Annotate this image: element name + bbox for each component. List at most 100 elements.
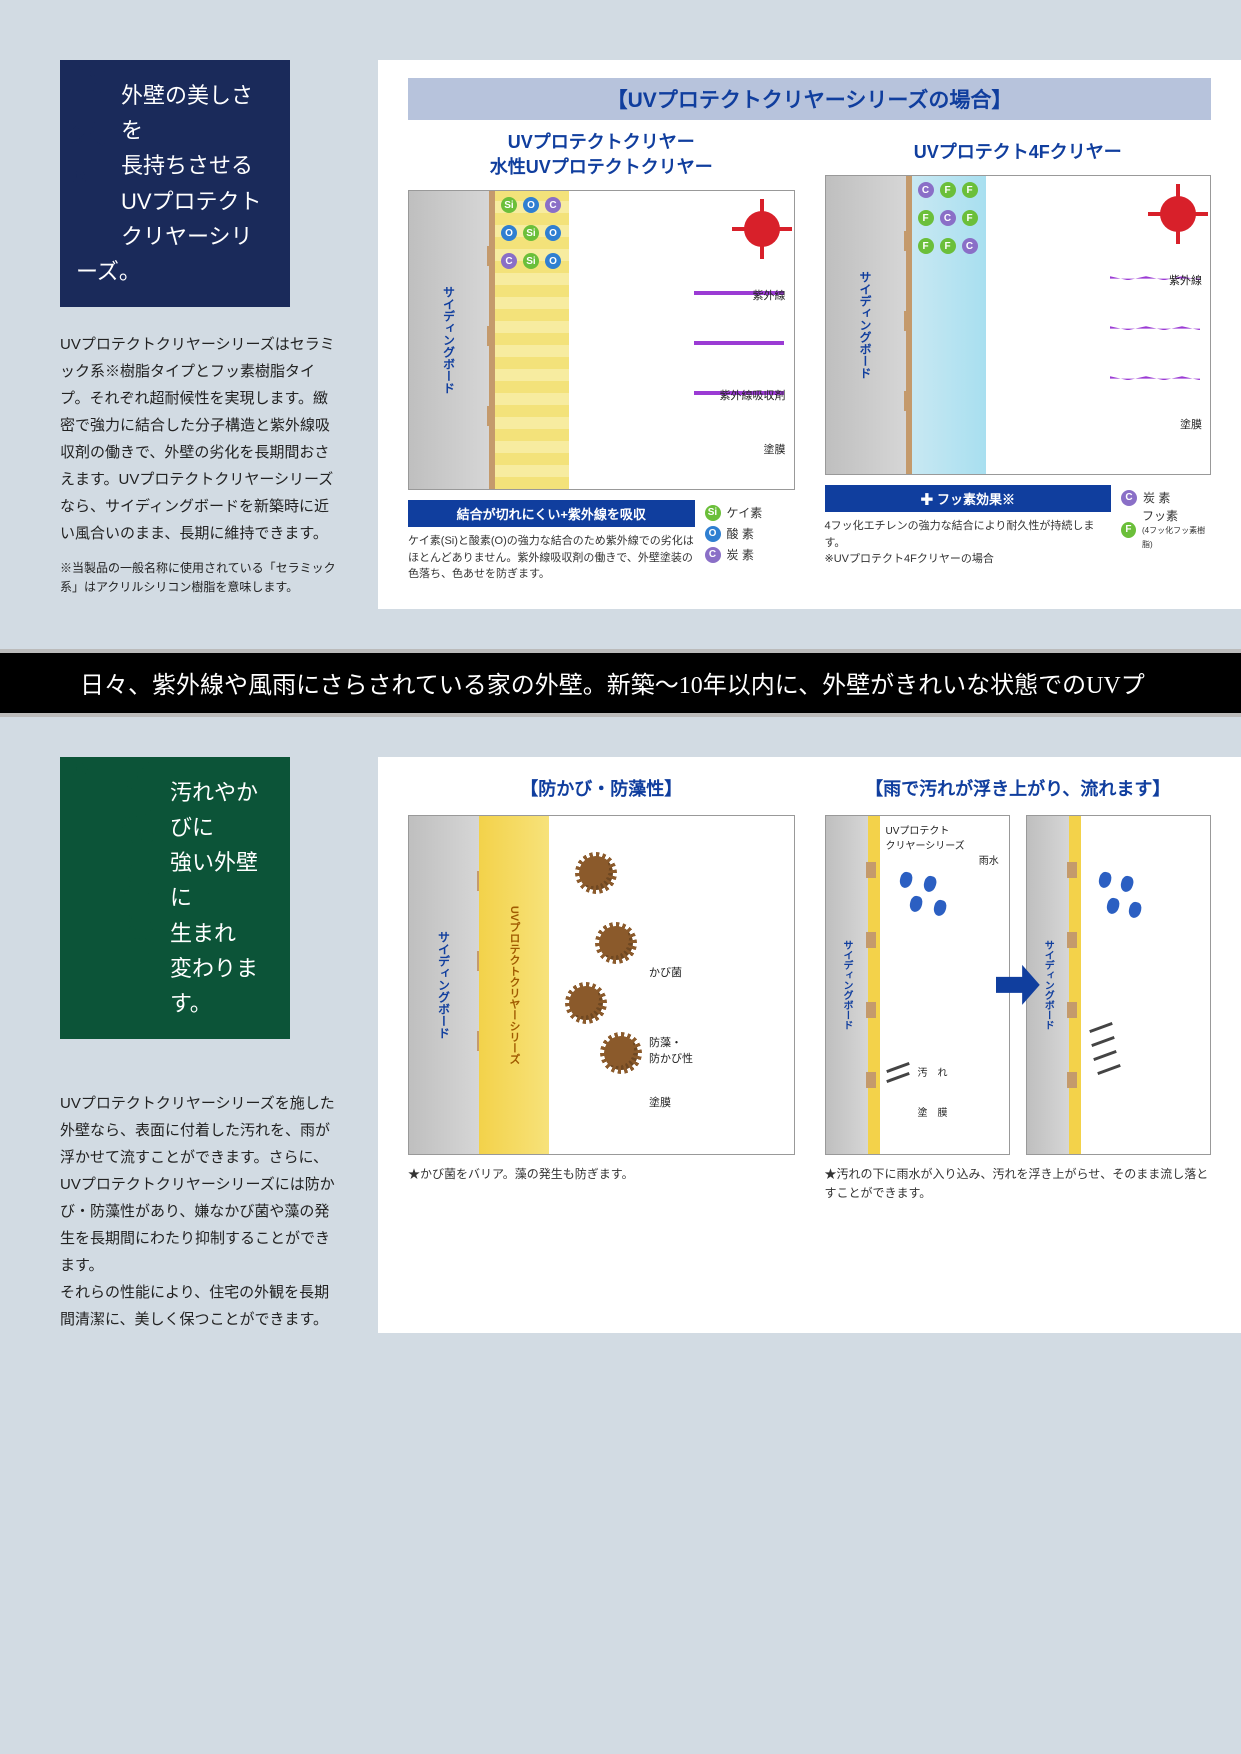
annot-rain: 雨水 xyxy=(979,852,999,867)
legend-b: C 炭 素 F フッ素 (4フッ化フッ素樹脂) xyxy=(1121,485,1211,568)
dirt-icon xyxy=(886,1062,910,1073)
diagram-a-box: サイディングボード Si O C O Si O C xyxy=(408,190,795,490)
siding-panel: サイディングボード xyxy=(409,816,479,1154)
molecule-c-icon: C xyxy=(501,253,517,269)
mold-spore-icon xyxy=(579,856,613,890)
mold-spore-icon xyxy=(604,1036,638,1070)
explain-a: ケイ素(Si)と酸素(O)の強力な結合のため紫外線での劣化はほとんどありません。… xyxy=(408,533,695,583)
legend-c-icon: C xyxy=(1121,490,1137,506)
coating-label: UVプロテクトクリヤーシリーズ xyxy=(506,906,522,1064)
siding-panel: サイディングボード xyxy=(826,176,906,474)
molecule-f-icon: F xyxy=(962,210,978,226)
coating-layer-blue: C F F F C F F F C xyxy=(906,176,986,474)
annot-mold: かび菌 xyxy=(649,964,682,980)
annot-absorber: 紫外線吸収剤 xyxy=(720,387,786,403)
molecule-o-icon: O xyxy=(545,253,561,269)
section-stain-resistance: 超低汚染性 汚れやかびに 強い外壁に 生まれ 変わります。 UVプロテクトクリヤ… xyxy=(0,717,1241,1373)
title-rain: 【雨で汚れが浮き上がり、流れます】 xyxy=(825,775,1212,801)
mold-spore-icon xyxy=(569,986,603,1020)
legend-f-sub: (4フッ化フッ素樹脂) xyxy=(1142,526,1205,548)
body-text-2: UVプロテクトクリヤーシリーズを施した外壁なら、表面に付着した汚れを、雨が浮かせ… xyxy=(60,1063,340,1333)
molecule-o-icon: O xyxy=(501,225,517,241)
uv-ray-icon xyxy=(1110,326,1200,330)
legend-f-icon: F xyxy=(1121,522,1136,538)
hero-text: 汚れやかびに 強い外壁に 生まれ 変わります。 xyxy=(170,780,258,1016)
siding-panel: サイディングボード xyxy=(826,816,868,1154)
rain-before-box: サイディングボード UVプロテクト クリヤーシリーズ 雨水 xyxy=(825,815,1010,1155)
uv-ray-icon xyxy=(1110,376,1200,380)
diagram-panel-2: 【防かび・防藻性】 【雨で汚れが浮き上がり、流れます】 サイディングボード UV… xyxy=(378,757,1241,1333)
legend-si-icon: Si xyxy=(705,505,721,521)
diagram-uv-4f: UVプロテクト4Fクリヤー サイディングボード C F F F C xyxy=(825,130,1212,583)
rain-drop-icon xyxy=(908,895,924,914)
annot-barrier: 防藻・ 防かび性 xyxy=(649,1034,693,1066)
annot-film: 塗膜 xyxy=(1180,416,1202,432)
coating-layer-yellow: UVプロテクトクリヤーシリーズ xyxy=(479,816,549,1154)
molecule-c-icon: C xyxy=(545,197,561,213)
sun-icon xyxy=(744,211,780,247)
molecule-si-icon: Si xyxy=(523,253,539,269)
siding-label: サイディングボード xyxy=(441,286,458,394)
left-column-1: 耐久性 外壁の美しさを 長持ちさせる UVプロテクト クリヤーシリーズ。 UVプ… xyxy=(60,60,360,609)
outside-area xyxy=(1081,816,1210,1154)
diagram-panel-1: 【UVプロテクトクリヤーシリーズの場合】 UVプロテクトクリヤー 水性UVプロテ… xyxy=(378,60,1241,609)
legend-o-icon: O xyxy=(705,526,721,542)
heading-kanji-stain: 超低汚染性 xyxy=(60,757,158,987)
molecule-f-icon: F xyxy=(918,210,934,226)
rain-drop-icon xyxy=(1119,875,1135,894)
body-note: ※当製品の一般名称に使用されている「セラミック系」はアクリルシリコン樹脂を意味し… xyxy=(60,559,340,597)
title-mold: 【防かび・防藻性】 xyxy=(408,775,795,801)
diagram-mold: サイディングボード UVプロテクトクリヤーシリーズ かび菌 防藻・ 防かび性 xyxy=(408,815,795,1203)
diagram-rain: サイディングボード UVプロテクト クリヤーシリーズ 雨水 xyxy=(825,815,1212,1203)
molecule-o-icon: O xyxy=(545,225,561,241)
molecule-f-icon: F xyxy=(918,238,934,254)
heading-kanji-durability: 耐久性 xyxy=(60,60,109,240)
molecule-c-icon: C xyxy=(940,210,956,226)
rain-drop-icon xyxy=(1097,871,1113,890)
annot-series: UVプロテクト クリヤーシリーズ xyxy=(886,822,965,852)
siding-panel: サイディングボード xyxy=(409,191,489,489)
dirt-icon xyxy=(1097,1064,1121,1075)
caption-rain: ★汚れの下に雨水が入り込み、汚れを浮き上がらせ、そのまま流し落とすことができます… xyxy=(825,1165,1212,1203)
annot-film: 塗膜 xyxy=(764,441,786,457)
outside-area: UVプロテクト クリヤーシリーズ 雨水 汚 れ 塗 膜 xyxy=(880,816,1009,1154)
rain-drop-icon xyxy=(922,875,938,894)
legend-a: Siケイ素 O酸 素 C炭 素 xyxy=(705,500,795,583)
siding-label: サイディングボード xyxy=(839,940,854,1030)
rain-drop-icon xyxy=(1105,897,1121,916)
diagram-b-title: UVプロテクト4Fクリヤー xyxy=(825,140,1212,165)
headline-band: 日々、紫外線や風雨にさらされている家の外壁。新築〜10年以内に、外壁がきれいな状… xyxy=(0,649,1241,717)
diagram-a-title: UVプロテクトクリヤー 水性UVプロテクトクリヤー xyxy=(408,130,795,180)
subbar-b: フッ素効果※ xyxy=(825,485,1112,512)
body-paragraph: UVプロテクトクリヤーシリーズはセラミック系※樹脂タイプとフッ素樹脂タイプ。それ… xyxy=(60,336,335,542)
legend-o-label: 酸 素 xyxy=(727,525,754,542)
mold-spore-icon xyxy=(599,926,633,960)
annot-uv: 紫外線 xyxy=(753,287,786,303)
diagram-uv-clear: UVプロテクトクリヤー 水性UVプロテクトクリヤー サイディングボード Si O… xyxy=(408,130,795,583)
molecule-si-icon: Si xyxy=(501,197,517,213)
mold-box: サイディングボード UVプロテクトクリヤーシリーズ かび菌 防藻・ 防かび性 xyxy=(408,815,795,1155)
section-durability: 耐久性 外壁の美しさを 長持ちさせる UVプロテクト クリヤーシリーズ。 UVプ… xyxy=(0,0,1241,649)
outside-area: 紫外線 紫外線吸収剤 塗膜 xyxy=(569,191,794,489)
molecule-f-icon: F xyxy=(962,182,978,198)
annot-film: 塗 膜 xyxy=(918,1104,948,1119)
banner-title: 【UVプロテクトクリヤーシリーズの場合】 xyxy=(408,78,1211,120)
legend-c-icon: C xyxy=(705,547,721,563)
coating-layer-yellow: Si O C O Si O C Si O xyxy=(489,191,569,489)
left-column-2: 超低汚染性 汚れやかびに 強い外壁に 生まれ 変わります。 UVプロテクトクリヤ… xyxy=(60,757,360,1333)
headline-text: 日々、紫外線や風雨にさらされている家の外壁。新築〜10年以内に、外壁がきれいな状… xyxy=(80,665,1145,700)
molecule-f-icon: F xyxy=(940,238,956,254)
molecule-si-icon: Si xyxy=(523,225,539,241)
legend-f-label: フッ素 xyxy=(1142,509,1178,523)
legend-c-label: 炭 素 xyxy=(1143,489,1170,506)
rain-drop-icon xyxy=(1127,901,1143,920)
dirt-icon xyxy=(1093,1050,1117,1061)
explain-b: 4フッ化エチレンの強力な結合により耐久性が持続します。 ※UVプロテクト4Fクリ… xyxy=(825,518,1112,568)
siding-label: サイディングボード xyxy=(436,931,453,1039)
dirt-icon xyxy=(1091,1036,1115,1047)
siding-label: サイディングボード xyxy=(1040,940,1055,1030)
molecule-o-icon: O xyxy=(523,197,539,213)
diagram-b-box: サイディングボード C F F F C F F F xyxy=(825,175,1212,475)
subbar-a: 結合が切れにくい+紫外線を吸収 xyxy=(408,500,695,527)
uv-ray-icon xyxy=(694,341,784,345)
